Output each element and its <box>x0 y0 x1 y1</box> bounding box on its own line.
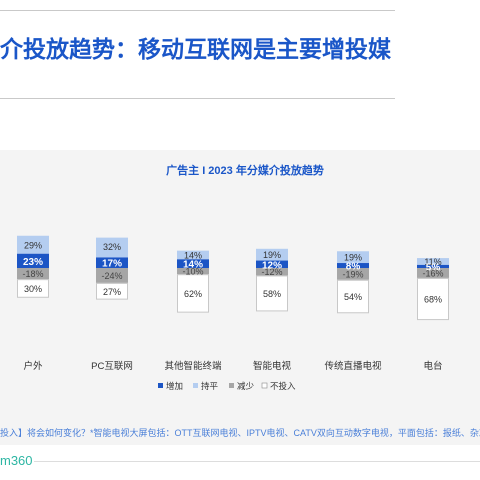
bar-flat <box>96 237 128 258</box>
label-decrease: -16% <box>422 268 443 278</box>
footnote: 投入】将会如何变化？*智能电视大屏包括：OTT互联网电视、IPTV电视、CATV… <box>0 428 480 438</box>
bar-flat <box>256 248 288 261</box>
bar-none <box>177 274 209 313</box>
bar-none <box>17 279 49 298</box>
label-decrease: -24% <box>101 271 122 281</box>
label-flat: 32% <box>103 242 121 252</box>
label-flat: 29% <box>24 240 42 250</box>
label-increase: 14% <box>183 260 203 271</box>
label-decrease: -19% <box>342 269 363 279</box>
bar-decrease <box>337 268 369 280</box>
legend-swatch <box>193 383 198 388</box>
label-increase: 23% <box>23 257 43 268</box>
label-increase: 8% <box>346 262 361 273</box>
bar-decrease <box>417 268 449 278</box>
legend-label: 增加 <box>166 381 183 391</box>
bar-decrease <box>177 268 209 275</box>
bar-increase <box>17 253 49 268</box>
chart-panel <box>0 150 480 445</box>
top-rule <box>0 10 395 11</box>
bar-increase <box>337 263 369 268</box>
bar-none <box>256 275 288 312</box>
label-increase: 5% <box>426 262 441 273</box>
bar-flat <box>177 250 209 260</box>
bar-flat <box>417 258 449 265</box>
label-decrease: -10% <box>182 267 203 277</box>
label-none: 58% <box>263 289 281 299</box>
label-decrease: -18% <box>22 269 43 279</box>
label-increase: 12% <box>262 260 282 271</box>
legend-swatch <box>158 383 163 388</box>
legend-label: 减少 <box>237 381 255 391</box>
label-none: 68% <box>424 295 442 305</box>
category-label: PC互联网 <box>91 361 133 372</box>
legend-label: 不投入 <box>270 381 296 391</box>
chart-title: 广告主 I 2023 年分媒介投放趋势 <box>166 163 324 177</box>
bar-increase <box>177 259 209 268</box>
label-flat: 11% <box>424 257 441 267</box>
label-flat: 19% <box>263 250 281 260</box>
bar-increase <box>256 260 288 268</box>
label-none: 62% <box>184 289 202 299</box>
legend-swatch <box>261 382 268 389</box>
label-flat: 14% <box>184 250 202 260</box>
bar-flat <box>337 251 369 264</box>
brand-logo: m360 <box>0 453 33 468</box>
bar-decrease <box>256 268 288 276</box>
category-label: 电台 <box>423 360 442 372</box>
label-none: 27% <box>103 287 121 297</box>
category-label: 智能电视 <box>253 360 292 372</box>
category-label: 其他智能终端 <box>164 360 222 372</box>
bar-decrease <box>17 268 49 280</box>
category-label: 传统直播电视 <box>324 360 382 372</box>
label-none: 30% <box>24 284 42 294</box>
bar-none <box>337 279 369 314</box>
page-headline: 介投放趋势：移动互联网是主要增投媒 <box>0 36 391 62</box>
footer-rule <box>34 461 480 462</box>
bar-flat <box>17 235 49 254</box>
legend-swatch <box>229 383 234 388</box>
bar-none <box>417 277 449 321</box>
label-increase: 17% <box>102 259 122 270</box>
trend-chart: 广告主 I 2023 年分媒介投放趋势 29% 23%-18% 30% 户外 32% 17%… <box>17 163 449 391</box>
headline-rule <box>0 98 395 99</box>
bar-increase <box>96 257 128 268</box>
category-label: 户外 <box>23 360 43 372</box>
bar-increase <box>417 264 449 268</box>
label-flat: 19% <box>344 253 362 263</box>
bar-decrease <box>96 268 128 283</box>
label-decrease: -12% <box>261 267 282 277</box>
bar-none <box>96 282 128 300</box>
label-none: 54% <box>344 292 362 302</box>
legend-label: 持平 <box>201 381 219 391</box>
